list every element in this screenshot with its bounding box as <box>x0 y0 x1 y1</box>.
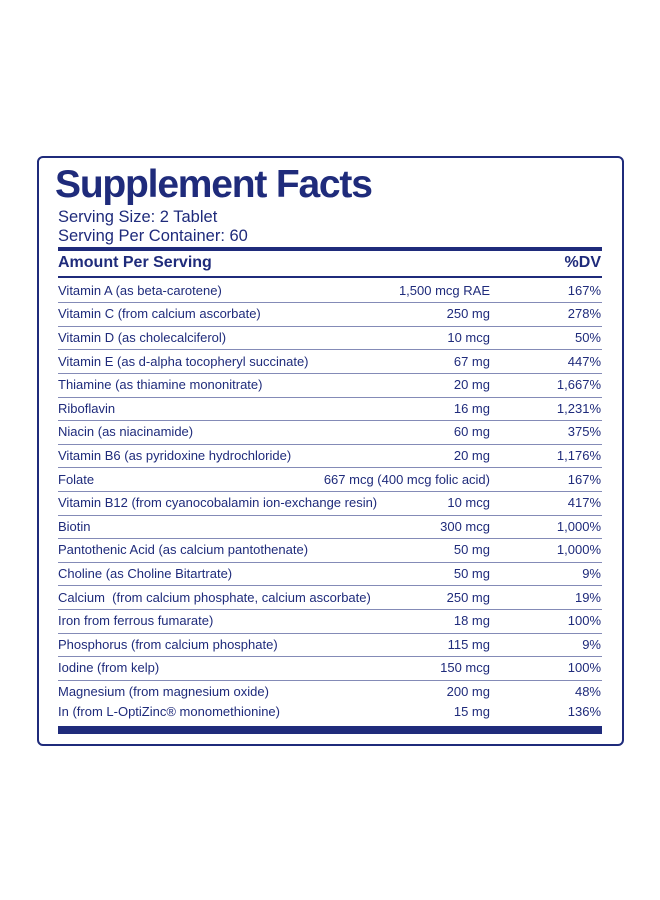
row-divider <box>58 656 602 658</box>
daily-value: 1,667% <box>556 377 601 393</box>
daily-value: 48% <box>574 684 601 699</box>
amount: 20 mg <box>453 448 490 463</box>
row-divider <box>58 490 602 492</box>
nutrient-name: Iodine (from kelp) <box>58 660 160 676</box>
row-divider <box>58 349 602 351</box>
nutrient-name: Biotin <box>58 518 91 534</box>
daily-value: 1,000% <box>556 518 601 534</box>
row-divider <box>58 325 602 327</box>
row-divider <box>58 420 602 422</box>
daily-value: 1,231% <box>556 400 601 416</box>
daily-value: 278% <box>567 306 601 322</box>
daily-value: 50% <box>574 330 601 345</box>
amount: 300 mcg <box>440 518 490 534</box>
column-header: Amount Per Serving <box>58 254 212 271</box>
amount: 200 mg <box>446 684 490 699</box>
amount: 10 mcg <box>447 330 490 345</box>
row-divider <box>58 514 602 516</box>
daily-value: 9% <box>582 636 601 652</box>
daily-value: 1,000% <box>556 542 601 558</box>
thick-rule <box>58 247 602 251</box>
amount: 50 mg <box>453 566 490 581</box>
daily-value: 100% <box>567 613 601 629</box>
nutrient-name: Phosphorus (from calcium phosphate) <box>58 636 278 652</box>
row-divider <box>58 396 602 398</box>
nutrient-name: Magnesium (from magnesium oxide) <box>58 684 269 699</box>
daily-value: 9% <box>582 566 601 581</box>
amount: 20 mg <box>453 377 490 393</box>
row-divider <box>58 679 602 681</box>
amount: 250 mg <box>446 306 490 322</box>
amount: 18 mg <box>453 613 490 629</box>
row-divider <box>58 467 602 469</box>
nutrient-name: Riboflavin <box>58 400 116 416</box>
daily-value: 417% <box>567 495 601 511</box>
row-divider <box>58 443 602 445</box>
nutrient-name: Thiamine (as thiamine mononitrate) <box>58 377 263 393</box>
nutrient-name: Pantothenic Acid (as calcium pantothenat… <box>58 542 309 558</box>
nutrient-name: Calcium (from calcium phosphate, calcium… <box>58 589 371 605</box>
daily-value: 447% <box>567 353 601 369</box>
row-divider <box>58 561 602 563</box>
row-divider <box>58 372 602 374</box>
nutrient-name: Choline (as Choline Bitartrate) <box>58 566 233 581</box>
row-divider <box>58 632 602 634</box>
amount: 115 mg <box>447 636 490 652</box>
nutrient-name: Vitamin E (as d-alpha tocopheryl succina… <box>58 353 309 369</box>
row-divider <box>58 538 602 540</box>
row-divider <box>58 585 602 587</box>
amount: 1,500 mcg RAE <box>398 282 490 298</box>
nutrient-name: Niacin (as niacinamide) <box>58 424 194 440</box>
serving-size: Serving Size: 2 Tablet <box>58 208 218 226</box>
nutrient-name: Vitamin C (from calcium ascorbate) <box>58 306 261 322</box>
nutrient-name: Folate <box>58 471 95 487</box>
amount: 67 mg <box>453 353 490 369</box>
row-divider <box>58 608 602 610</box>
header-rule <box>58 276 602 278</box>
amount: 60 mg <box>453 424 490 440</box>
nutrient-name: In (from L-OptiZinc® monomethionine) <box>58 704 280 720</box>
nutrient-name: Vitamin B6 (as pyridoxine hydrochloride) <box>58 448 292 463</box>
daily-value: 136% <box>567 704 601 720</box>
daily-value: 167% <box>567 282 601 298</box>
daily-value: 167% <box>567 471 601 487</box>
label-frame <box>37 156 624 746</box>
label-title: Supplement Facts <box>55 163 373 206</box>
daily-value: 19% <box>574 589 601 605</box>
daily-value: 375% <box>567 424 601 440</box>
nutrient-name: Vitamin D (as cholecalciferol) <box>58 330 227 345</box>
amount: 15 mg <box>453 704 490 720</box>
amount: 250 mg <box>446 589 490 605</box>
daily-value: 100% <box>567 660 601 676</box>
column-header: %DV <box>564 254 601 271</box>
amount: 10 mcg <box>447 495 490 511</box>
amount: 50 mg <box>453 542 490 558</box>
bottom-bar <box>58 726 602 734</box>
servings-per-container: Serving Per Container: 60 <box>58 227 248 245</box>
amount: 16 mg <box>453 400 490 416</box>
amount: 667 mcg (400 mcg folic acid) <box>323 471 490 487</box>
amount: 150 mcg <box>440 660 490 676</box>
nutrient-name: Vitamin B12 (from cyanocobalamin ion-exc… <box>58 495 378 511</box>
daily-value: 1,176% <box>556 448 601 463</box>
nutrient-name: Iron from ferrous fumarate) <box>58 613 214 629</box>
row-divider <box>58 302 602 304</box>
nutrient-name: Vitamin A (as beta-carotene) <box>58 282 222 298</box>
